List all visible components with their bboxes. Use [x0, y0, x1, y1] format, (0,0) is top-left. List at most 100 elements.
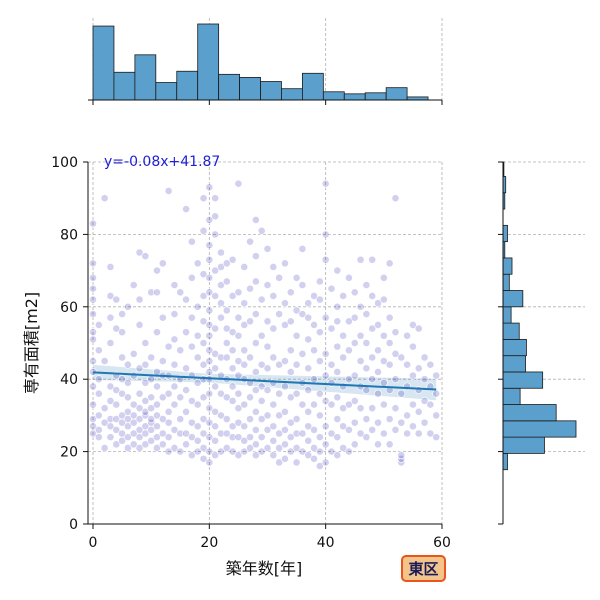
scatter-point	[176, 447, 185, 456]
scatter-point	[94, 411, 103, 420]
scatter-point	[321, 230, 330, 239]
scatter-point	[187, 418, 196, 427]
scatter-point	[135, 444, 144, 452]
scatter-point	[368, 404, 377, 413]
scatter-point	[211, 266, 220, 275]
scatter-point	[327, 447, 336, 456]
scatter-point	[193, 353, 202, 362]
scatter-point	[414, 429, 423, 438]
regression-equation: y=-0.08x+41.87	[104, 154, 220, 170]
scatter-point	[187, 397, 196, 405]
scatter-point	[100, 194, 109, 203]
regression-line	[92, 371, 437, 391]
scatter-point	[356, 357, 365, 365]
scatter-points	[89, 179, 441, 470]
scatter-point	[315, 447, 324, 456]
scatter-point	[158, 429, 167, 438]
scatter-point	[345, 425, 353, 434]
scatter-point	[321, 313, 330, 322]
scatter-point	[106, 382, 115, 391]
scatter-point	[228, 255, 237, 264]
x-axis-label: 築年数[年]	[226, 559, 303, 578]
scatter-point	[263, 425, 272, 434]
scatter-point	[251, 339, 260, 347]
scatter-point	[205, 306, 214, 315]
scatter-point	[356, 331, 365, 340]
scatter-point	[199, 444, 208, 452]
scatter-point	[333, 342, 342, 351]
scatter-point	[275, 444, 284, 452]
scatter-point	[182, 407, 190, 416]
x-histogram-bar	[176, 70, 199, 101]
scatter-point	[147, 404, 156, 413]
scatter-point	[310, 454, 318, 463]
scatter-point	[368, 425, 377, 434]
scatter-point	[374, 368, 382, 376]
scatter-point	[135, 364, 144, 373]
scatter-point	[345, 273, 353, 282]
scatter-point	[246, 237, 254, 246]
scatter-point	[275, 360, 284, 369]
scatter-point	[350, 418, 359, 427]
scatter-point	[106, 339, 115, 347]
scatter-point	[100, 444, 109, 452]
scatter-point	[420, 375, 429, 384]
scatter-point	[205, 273, 214, 282]
scatter-point	[292, 444, 301, 452]
y-histogram-bar	[502, 273, 510, 291]
scatter-point	[246, 433, 254, 442]
scatter-point	[240, 360, 249, 369]
scatter-point	[129, 349, 138, 358]
scatter-point	[345, 346, 353, 355]
scatter-point	[222, 444, 231, 452]
scatter-point	[89, 259, 97, 268]
scatter-point	[89, 400, 97, 409]
scatter-point	[199, 454, 208, 463]
scatter-point	[147, 393, 156, 402]
scatter-point	[106, 415, 115, 423]
scatter-point	[94, 425, 103, 434]
scatter-point	[379, 331, 388, 340]
scatter-point	[286, 288, 295, 297]
scatter-point	[240, 320, 249, 329]
scatter-point	[199, 415, 208, 423]
scatter-point	[263, 281, 272, 289]
scatter-point	[321, 349, 330, 358]
scatter-point	[170, 444, 179, 452]
scatter-point	[379, 400, 388, 409]
scatter-point	[164, 342, 173, 351]
scatter-point	[222, 259, 231, 268]
scatter-point	[269, 436, 278, 445]
scatter-point	[89, 415, 97, 423]
y-marginal-ticks	[498, 161, 503, 525]
scatter-point	[345, 317, 353, 326]
scatter-point	[327, 324, 336, 333]
scatter-point	[350, 313, 359, 322]
scatter-point	[228, 397, 237, 405]
scatter-point	[409, 400, 417, 409]
y-histogram-bar	[502, 306, 512, 324]
scatter-point	[286, 317, 295, 326]
scatter-point	[124, 407, 132, 416]
scatter-point	[420, 397, 429, 405]
scatter-point	[310, 375, 318, 384]
regression-confidence-area	[93, 364, 437, 401]
x-histogram-bar	[239, 77, 261, 101]
scatter-point	[246, 393, 254, 402]
scatter-point	[426, 429, 435, 438]
scatter-point	[94, 375, 103, 384]
scatter-point	[228, 433, 237, 442]
scatter-point	[251, 407, 260, 416]
scatter-point	[129, 440, 138, 449]
scatter-point	[164, 447, 173, 456]
scatter-point	[251, 216, 260, 224]
scatter-point	[304, 364, 313, 373]
scatter-point	[263, 364, 272, 373]
scatter-point	[304, 407, 313, 416]
scatter-point	[304, 386, 313, 394]
y-histogram-bar	[502, 387, 521, 405]
y-histogram-bar	[502, 290, 524, 308]
scatter-point	[403, 429, 411, 438]
scatter-point	[234, 313, 243, 322]
